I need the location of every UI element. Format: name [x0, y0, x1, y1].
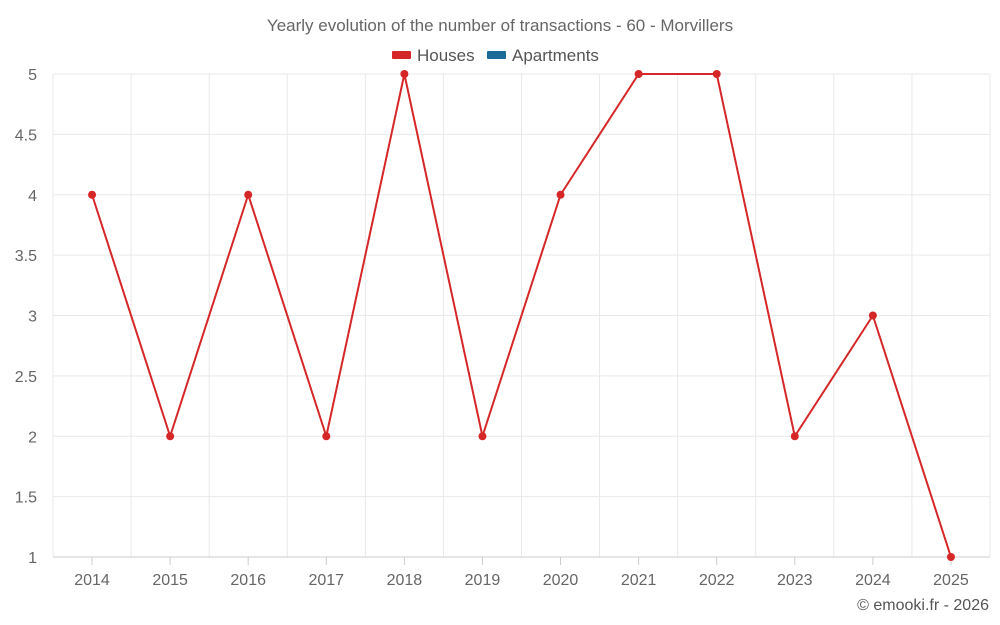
- data-point-houses[interactable]: [790, 432, 799, 441]
- y-tick-label: 5: [28, 67, 37, 84]
- data-point-houses[interactable]: [634, 70, 643, 78]
- x-tick-label: 2016: [230, 572, 266, 589]
- legend-item-apartments[interactable]: Apartments: [487, 46, 599, 65]
- y-tick-label: 1: [28, 550, 37, 567]
- y-tick-label: 2.5: [15, 369, 37, 386]
- data-point-houses[interactable]: [244, 190, 253, 199]
- x-tick-label: 2021: [621, 572, 657, 589]
- y-tick-label: 3.5: [15, 248, 37, 265]
- legend-label-houses: Houses: [417, 46, 475, 65]
- credit-text: © emooki.fr - 2026: [857, 597, 989, 614]
- x-tick-label: 2014: [74, 572, 110, 589]
- x-tick-label: 2020: [543, 572, 579, 589]
- x-grid: [52, 74, 991, 557]
- x-tick-label: 2015: [152, 572, 188, 589]
- x-tick-label: 2024: [855, 572, 891, 589]
- legend-label-apartments: Apartments: [512, 46, 599, 65]
- series-line-houses: [91, 73, 952, 558]
- data-point-houses[interactable]: [478, 432, 487, 441]
- y-tick-label: 4.5: [15, 127, 37, 144]
- y-axis-ticks: 1 1.5 2 2.5 3 3.5 4 4.5 5: [15, 67, 37, 567]
- legend-swatch-apartments: [487, 51, 506, 59]
- data-point-houses[interactable]: [322, 432, 331, 441]
- data-point-houses[interactable]: [712, 70, 721, 78]
- x-tick-label: 2019: [465, 572, 501, 589]
- y-tick-label: 4: [28, 188, 37, 205]
- data-point-houses[interactable]: [868, 311, 877, 320]
- series-layer: [88, 70, 955, 561]
- x-tick-label: 2017: [308, 572, 344, 589]
- x-axis-ticks: 2014 2015 2016 2017 2018 2019 2020 2021 2022 2023…: [74, 557, 969, 589]
- x-tick-label: 2022: [699, 572, 735, 589]
- y-tick-label: 1.5: [15, 490, 37, 507]
- legend-swatch-houses: [392, 51, 411, 59]
- y-tick-label: 3: [28, 309, 37, 326]
- chart-title: Yearly evolution of the number of transa…: [267, 16, 733, 35]
- legend-item-houses[interactable]: Houses: [392, 46, 475, 65]
- data-point-houses[interactable]: [166, 432, 175, 441]
- x-tick-label: 2023: [777, 572, 813, 589]
- legend: Houses Apartments: [392, 46, 599, 65]
- y-tick-label: 2: [28, 429, 37, 446]
- x-tick-label: 2025: [933, 572, 969, 589]
- data-point-houses[interactable]: [400, 70, 409, 78]
- x-tick-label: 2018: [387, 572, 423, 589]
- data-point-houses[interactable]: [88, 190, 97, 199]
- data-point-houses[interactable]: [556, 190, 565, 199]
- data-point-houses[interactable]: [946, 553, 955, 561]
